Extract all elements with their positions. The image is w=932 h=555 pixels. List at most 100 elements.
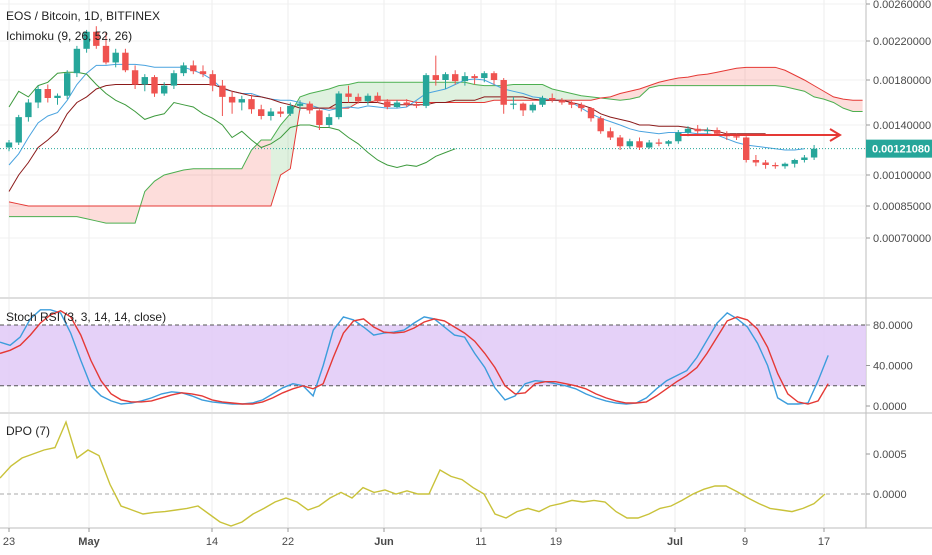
last-price-tag-bg <box>866 139 932 158</box>
candle-body <box>743 137 750 160</box>
candle-body <box>151 77 158 94</box>
candle-body <box>93 31 100 46</box>
candle-body <box>199 71 207 75</box>
cloud-bear-left <box>9 140 271 224</box>
y-tick-label: 0.00100000 <box>873 170 931 182</box>
candle-body <box>219 85 226 97</box>
candle-body <box>636 141 643 148</box>
candle-body <box>568 102 575 105</box>
candle-body <box>209 74 216 86</box>
candle-body <box>539 98 546 105</box>
candle-body <box>413 104 420 106</box>
candle-body <box>364 95 372 102</box>
candle-body <box>44 89 51 98</box>
candle-body <box>161 85 168 94</box>
candle-body <box>471 76 478 79</box>
stoch-y-tick-label: 80.0000 <box>873 320 913 332</box>
candle-body <box>306 103 313 111</box>
candle-body <box>655 142 663 144</box>
y-tick-label: 0.00140000 <box>873 120 931 132</box>
dpo-y-tick-label: 0.0005 <box>873 449 907 461</box>
x-tick-label: Jul <box>667 536 683 548</box>
candle-body <box>665 141 672 144</box>
candle-body <box>248 99 255 110</box>
candle-body <box>810 148 818 158</box>
stoch-y-tick-label: 0.0000 <box>873 401 907 413</box>
x-tick-label: 14 <box>206 536 218 548</box>
chart-title: EOS / Bitcoin, 1D, BITFINEX <box>6 9 161 23</box>
x-tick-label: 22 <box>282 536 294 548</box>
candle-body <box>228 96 236 103</box>
candle-body <box>587 108 595 119</box>
candle-body <box>578 104 585 109</box>
candle-body <box>73 48 81 74</box>
candle-body <box>335 93 342 118</box>
stoch-series-d <box>0 310 829 405</box>
candle-body <box>180 65 187 74</box>
candle-body <box>64 73 71 96</box>
candle-body <box>83 31 90 49</box>
candle-body <box>267 111 275 116</box>
candle-body <box>510 103 517 105</box>
x-tick-label: 9 <box>742 536 748 548</box>
x-tick-label: 17 <box>818 536 830 548</box>
candle-body <box>646 142 653 148</box>
candle-body <box>432 75 439 80</box>
candle-body <box>713 130 721 134</box>
y-tick-label: 0.00085000 <box>873 201 931 213</box>
candle-body <box>762 162 769 165</box>
stochrsi-label: Stoch RSI (3, 3, 14, 14, close) <box>6 310 167 324</box>
ichimoku-label: Ichimoku (9, 26, 52, 26) <box>6 29 133 43</box>
candle-body <box>481 73 488 79</box>
candle-body <box>190 65 197 72</box>
candle-body <box>772 165 779 167</box>
y-tick-label: 0.00070000 <box>873 233 931 245</box>
candle-body <box>626 141 633 147</box>
candle-body <box>345 93 352 97</box>
candle-body <box>238 99 245 103</box>
candle-body <box>112 52 119 63</box>
x-tick-label: 19 <box>550 536 562 548</box>
candle-body <box>141 77 148 85</box>
dpo-series <box>0 419 826 527</box>
candles <box>5 26 818 169</box>
candle-body <box>684 128 692 133</box>
candle-body <box>597 118 604 132</box>
candle-body <box>675 132 682 142</box>
candle-body <box>704 130 711 132</box>
candle-body <box>5 142 13 148</box>
x-tick-label: 11 <box>475 536 486 548</box>
candle-body <box>374 95 381 102</box>
candle-body <box>422 75 430 106</box>
candle-body <box>170 73 178 86</box>
candle-body <box>529 104 536 111</box>
candle-body <box>355 96 362 102</box>
candle-body <box>296 103 304 106</box>
candle-body <box>616 137 624 147</box>
candle-body <box>384 101 391 107</box>
candle-body <box>325 117 333 125</box>
candle-body <box>277 111 284 114</box>
candle-body <box>733 136 740 138</box>
candle-body <box>442 74 449 80</box>
candle-body <box>15 117 22 143</box>
candle-body <box>558 100 566 103</box>
y-tick-label: 0.00220000 <box>873 36 931 48</box>
candle-body <box>403 102 410 105</box>
candle-body <box>54 95 61 98</box>
candle-body <box>791 160 798 164</box>
candle-body <box>752 160 760 163</box>
candle-body <box>694 128 701 132</box>
y-tick-label: 0.00180000 <box>873 75 931 87</box>
candle-body <box>258 109 265 116</box>
candle-body <box>519 103 527 111</box>
stoch-band <box>0 325 866 386</box>
candle-body <box>452 74 459 82</box>
candle-body <box>25 102 32 118</box>
candle-body <box>102 45 110 63</box>
candle-body <box>781 163 789 167</box>
dpo-label: DPO (7) <box>6 424 51 438</box>
candle-body <box>393 102 401 107</box>
